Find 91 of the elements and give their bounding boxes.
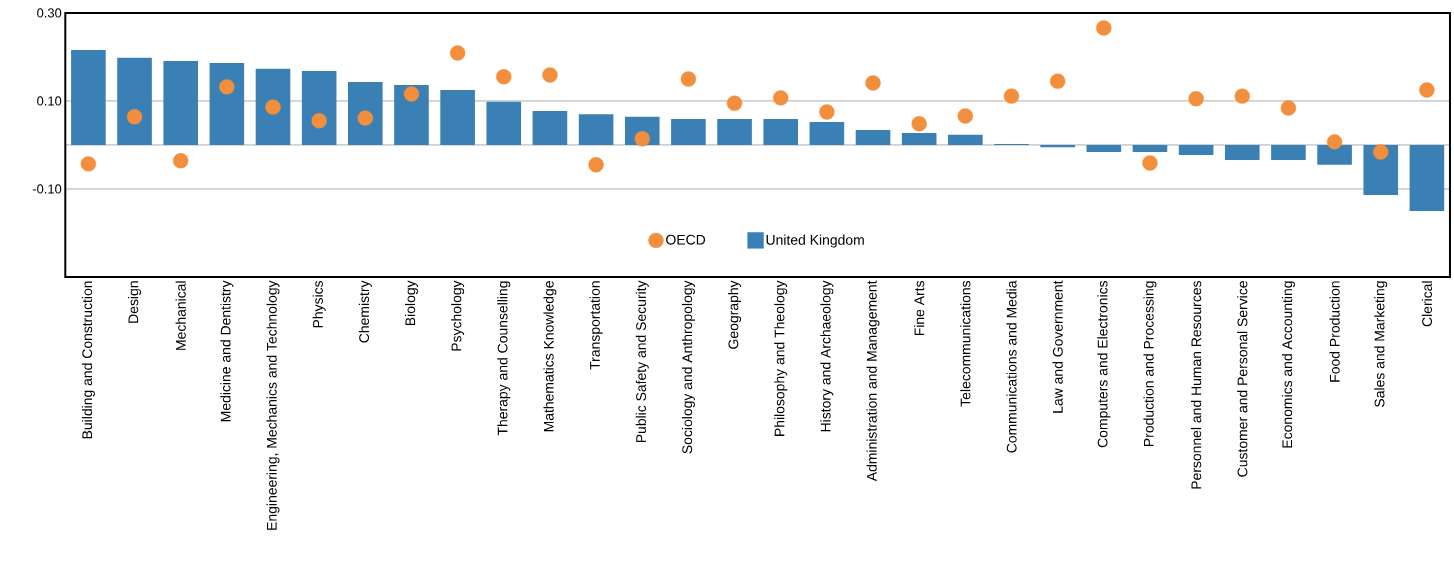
point <box>496 69 512 85</box>
legend-label: United Kingdom <box>766 234 864 248</box>
bar <box>1271 145 1306 160</box>
point <box>449 45 466 61</box>
x-tick-label: Medicine and Dentistry <box>220 280 234 422</box>
x-tick-label: Psychology <box>451 280 465 351</box>
bar <box>486 101 522 146</box>
bar <box>1086 145 1122 153</box>
x-tick-label: Sociology and Anthropology <box>681 280 695 454</box>
x-tick-label: Communications and Media <box>1006 280 1017 453</box>
x-tick-label: Computers and Electronics <box>1097 281 1111 448</box>
point <box>219 79 235 95</box>
x-tick-label: Economics and Accounting <box>1281 281 1295 448</box>
point <box>726 95 743 111</box>
bar <box>578 114 614 146</box>
bar <box>763 119 799 146</box>
point <box>1419 82 1435 98</box>
x-tick-label: Telecommunications <box>960 281 971 407</box>
point <box>680 71 697 87</box>
bar <box>532 111 568 146</box>
legend-label: OECD <box>666 234 706 245</box>
bar <box>809 122 845 146</box>
point <box>1096 20 1112 36</box>
point <box>311 113 327 129</box>
bar <box>901 133 937 146</box>
point <box>1049 73 1066 89</box>
x-tick-label: Production and Processing <box>1143 281 1157 447</box>
point <box>634 131 650 147</box>
y-tick-label: 0.30 <box>37 8 62 18</box>
point <box>542 67 558 83</box>
point <box>126 109 143 125</box>
point <box>1373 144 1389 160</box>
bar <box>671 119 706 146</box>
x-tick-label: Clerical <box>1421 281 1433 327</box>
point <box>1234 88 1250 104</box>
point <box>773 90 789 106</box>
x-tick-label: Biology <box>404 280 418 326</box>
bar <box>71 49 106 146</box>
point <box>173 153 189 169</box>
bar <box>440 90 475 146</box>
bar <box>1224 145 1260 160</box>
bar <box>163 60 198 146</box>
bar <box>1409 145 1445 212</box>
y-tick-label: 0.10 <box>37 96 62 106</box>
x-tick-label: Geography <box>728 280 742 349</box>
x-tick-label: Personnel and Human Resources <box>1191 281 1202 489</box>
x-tick-label: Food Production <box>1329 281 1340 382</box>
point <box>865 75 881 91</box>
bar <box>855 130 891 146</box>
x-tick-label: Building and Construction <box>81 281 95 439</box>
point <box>265 99 281 115</box>
bar <box>948 134 983 146</box>
bar <box>394 85 429 146</box>
point <box>1326 134 1343 150</box>
x-tick-label: Administration and Management <box>866 280 880 482</box>
point <box>588 157 604 173</box>
y-tick-label: -0.10 <box>32 184 62 194</box>
x-tick-label: History and Archaeology <box>820 280 834 432</box>
point <box>957 108 974 124</box>
bar <box>255 68 291 146</box>
x-tick-label: Chemistry <box>358 280 372 343</box>
point <box>819 104 835 120</box>
bar <box>1317 145 1352 165</box>
x-tick-label: Therapy and Counselling <box>497 281 511 436</box>
x-tick-label: Transportation <box>589 281 603 370</box>
bar <box>348 82 383 146</box>
point <box>1142 155 1158 171</box>
x-tick-label: Law and Government <box>1052 280 1063 413</box>
point <box>403 86 420 102</box>
point <box>80 156 97 172</box>
x-tick-label: Physics <box>312 281 326 328</box>
x-tick-label: Philosophy and Theology <box>774 280 788 436</box>
x-tick-label: Customer and Personal Service <box>1237 281 1248 477</box>
bar <box>209 63 245 146</box>
bar <box>717 119 752 146</box>
bar <box>117 57 152 146</box>
point <box>1188 91 1204 107</box>
bar <box>1178 145 1214 156</box>
x-tick-label: Fine Arts <box>914 281 925 336</box>
x-tick-label: Engineering, Mechanics and Technology <box>266 280 280 530</box>
point <box>911 116 927 132</box>
x-tick-label: Mechanical <box>175 281 186 350</box>
bar <box>1040 145 1075 148</box>
x-tick-label: Design <box>128 281 142 323</box>
point <box>1280 100 1297 116</box>
bar <box>1132 145 1168 153</box>
point <box>1003 88 1020 104</box>
x-tick-label: Public Safety and Security <box>635 280 649 443</box>
x-tick-label: Mathematics Knowledge <box>543 281 557 432</box>
x-tick-label: Sales and Marketing <box>1374 281 1388 408</box>
bar <box>301 71 337 146</box>
